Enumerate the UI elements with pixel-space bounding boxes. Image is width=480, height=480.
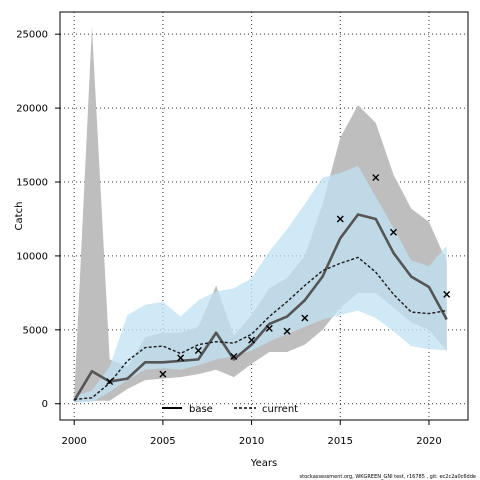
y-tick-label: 25000 xyxy=(16,30,48,41)
y-tick-label: 20000 xyxy=(16,104,48,115)
observed-point xyxy=(230,352,238,360)
plot-frame xyxy=(59,11,469,421)
observed-point xyxy=(106,378,114,386)
x-tick-label: 2020 xyxy=(416,436,441,447)
y-tick-label: 0 xyxy=(42,399,48,410)
observed-point xyxy=(177,354,185,362)
observed-point xyxy=(390,228,397,236)
y-tick-label: 10000 xyxy=(16,251,48,262)
x-tick-label: 2015 xyxy=(328,436,353,447)
series-lines xyxy=(73,213,448,402)
observed-point xyxy=(194,347,202,355)
footer-text: stockassessment.org, WKGREEN_GNI test, r… xyxy=(300,474,476,480)
band-current xyxy=(74,165,447,403)
x-tick-label: 2005 xyxy=(150,436,175,447)
band-base xyxy=(74,26,447,403)
legend: base current xyxy=(162,404,298,415)
observed-point xyxy=(159,370,167,378)
legend-label-base: base xyxy=(189,404,213,415)
line-base xyxy=(73,213,448,402)
confidence-bands xyxy=(74,26,447,403)
x-tick-label: 2010 xyxy=(239,436,264,447)
observed-point xyxy=(336,215,344,223)
observed-points xyxy=(106,174,451,386)
observed-point xyxy=(372,174,380,182)
observed-point xyxy=(265,324,273,332)
line-current xyxy=(74,256,447,401)
observed-point xyxy=(283,327,291,335)
y-axis-ticks: 0 5000 10000 15000 20000 25000 xyxy=(16,30,60,410)
x-axis-label: Years xyxy=(250,458,277,469)
observed-point xyxy=(248,336,256,344)
legend-label-current: current xyxy=(262,404,298,415)
y-axis-label: Catch xyxy=(14,202,25,231)
observed-point xyxy=(443,290,451,298)
x-tick-label: 2000 xyxy=(61,436,86,447)
y-tick-label: 5000 xyxy=(23,325,48,336)
observed-point xyxy=(301,314,309,322)
x-axis-ticks: 2000 2005 2010 2015 2020 xyxy=(61,420,442,447)
y-tick-label: 15000 xyxy=(16,178,48,189)
